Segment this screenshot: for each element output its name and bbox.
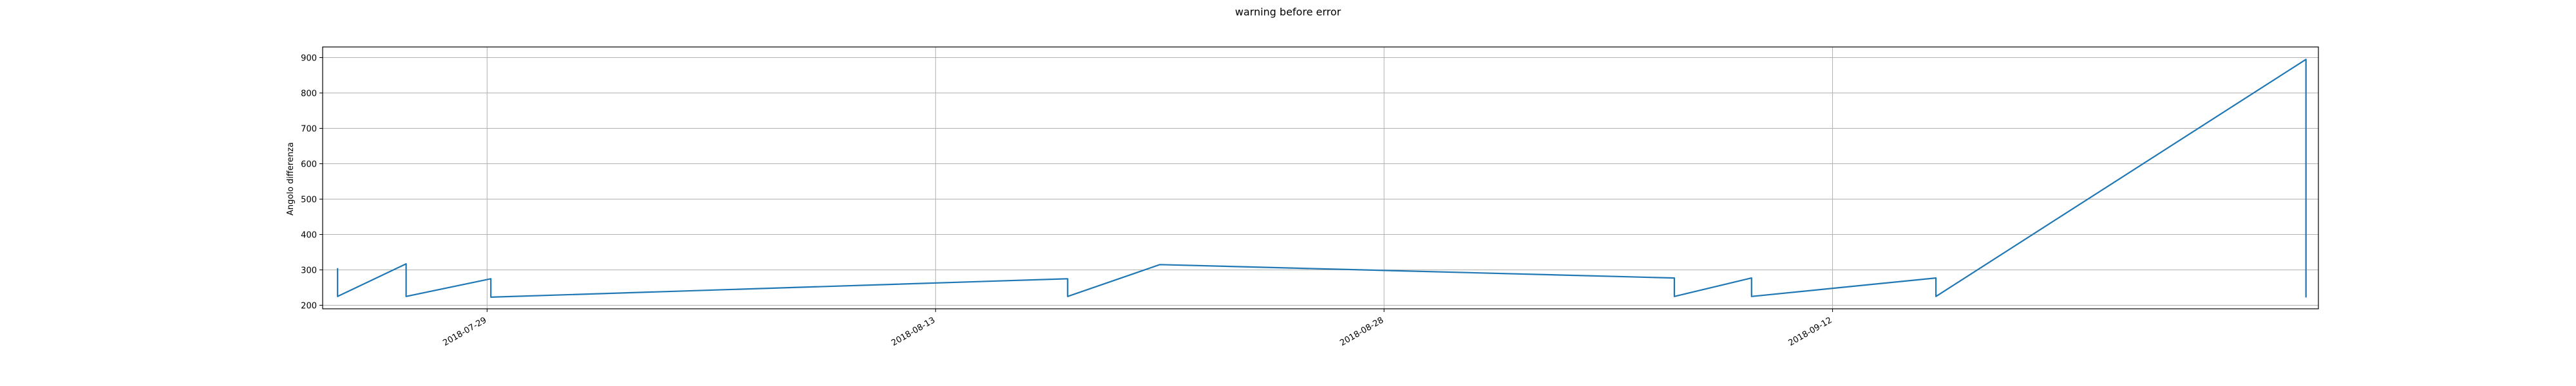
- series-layer: [337, 59, 2307, 298]
- y-tick-label: 800: [301, 89, 317, 99]
- x-tick-label: 2018-08-13: [890, 315, 937, 348]
- y-tick-label: 900: [301, 54, 317, 64]
- x-tick-label: 2018-08-28: [1338, 315, 1385, 348]
- y-tick-label: 400: [301, 231, 317, 241]
- y-tick-label: 600: [301, 160, 317, 170]
- series-line: [337, 59, 2307, 298]
- grid-layer: [323, 47, 2318, 309]
- x-tick-label: 2018-09-12: [1787, 315, 1834, 348]
- tick-layer: 200 300 400 500 600 700 800 900 2018-07-29 2018-0…: [301, 54, 1833, 349]
- y-axis-label: Angolo differenza: [286, 142, 296, 216]
- x-tick-label: 2018-07-29: [441, 315, 488, 348]
- y-tick-label: 500: [301, 196, 317, 205]
- y-tick-label: 300: [301, 266, 317, 276]
- y-tick-label: 200: [301, 302, 317, 311]
- chart-title: warning before error: [1235, 6, 1341, 18]
- y-tick-label: 700: [301, 125, 317, 134]
- plot-area-frame: [322, 46, 2319, 309]
